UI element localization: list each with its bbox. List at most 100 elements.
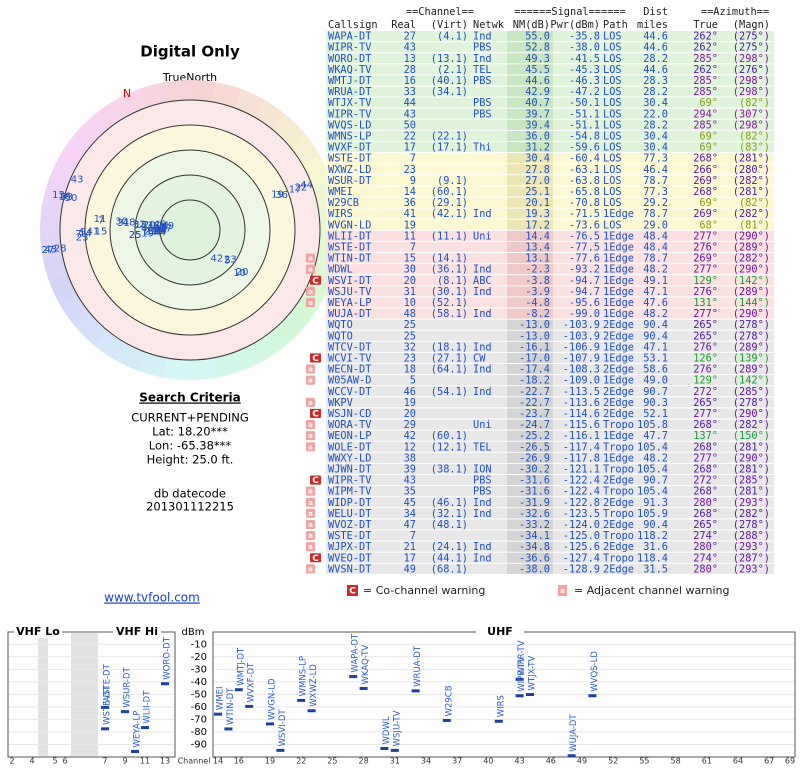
table-cell: -13.0: [519, 330, 550, 342]
table-cell: 20: [404, 408, 416, 420]
table-cell: 276°: [693, 286, 718, 298]
legend-marker: [558, 585, 567, 596]
table-cell: 265°: [693, 519, 718, 531]
x-tick-label: 13: [160, 757, 170, 766]
polar-label: 42: [210, 254, 223, 265]
table-cell: 2Edge: [603, 397, 634, 409]
table-cell: -77.6: [569, 253, 600, 265]
table-cell: (60.1): [431, 186, 468, 198]
table-cell: 269°: [693, 175, 718, 187]
table-cell: 10: [404, 297, 416, 309]
y-tick-label: -40: [191, 677, 207, 688]
x-tick-label: 55: [639, 757, 649, 766]
table-cell: 23: [404, 164, 416, 176]
table-cell: -127.4: [563, 552, 600, 564]
nm-shade: [507, 530, 553, 541]
warning-text: C: [312, 409, 319, 419]
warning-text: a: [308, 377, 313, 385]
table-cell: 126°: [693, 352, 718, 364]
table-cell: WSTE-DT: [328, 153, 371, 165]
table-cell: 2Edge: [603, 541, 634, 553]
table-cell: LOS: [603, 108, 622, 120]
section-label-bg: [113, 627, 161, 638]
polar-label: 19: [271, 190, 284, 201]
table-cell: -122.8: [563, 497, 600, 509]
table-cell: (288°): [733, 530, 770, 542]
nm-shade: [507, 386, 553, 397]
table-cell: 30: [404, 264, 416, 276]
polar-label: 20: [143, 220, 156, 231]
table-cell: WJWN-DT: [328, 463, 371, 475]
table-cell: WORO-DT: [328, 53, 371, 65]
nm-shade: [507, 486, 553, 497]
legend-marker: [347, 585, 358, 596]
table-cell: 90.7: [643, 386, 668, 398]
section-label: UHF: [487, 625, 513, 638]
table-cell: (64.1): [431, 364, 468, 376]
table-cell: -71.5: [569, 208, 600, 220]
signal-mark: [101, 727, 109, 731]
table-cell: 280°: [693, 541, 718, 553]
table-cell: WJPX-DT: [328, 541, 371, 553]
polar-label: 36: [275, 190, 288, 201]
table-cell: WKPV: [328, 397, 353, 409]
warning-text: a: [308, 532, 313, 540]
table-cell: 268°: [693, 463, 718, 475]
table-cell: PBS: [473, 75, 492, 87]
table-cell: W29CB: [328, 197, 359, 209]
warning-text: a: [308, 432, 313, 440]
table-cell: WIPR-TV: [328, 475, 371, 487]
table-cell: 29.2: [643, 197, 668, 209]
table-cell: 28.2: [643, 119, 668, 131]
north-marker: N: [123, 87, 131, 100]
table-cell: Tropo: [603, 530, 634, 542]
warning-marker: [306, 397, 315, 407]
polar-plot: N274313281633444350221772391436411911715…: [40, 80, 340, 380]
table-cell: WORA-TV: [328, 419, 371, 431]
table-cell: Tropo: [603, 552, 634, 564]
table-cell: (8.1): [437, 275, 468, 287]
table-cell: Thi: [473, 142, 492, 154]
table-cell: 44: [404, 97, 416, 109]
site-link[interactable]: www.tvfool.com: [104, 591, 200, 605]
nm-shade: [507, 352, 553, 363]
table-cell: -36.6: [519, 552, 550, 564]
polar-label: 21: [157, 220, 170, 231]
signal-label: WVXF-DT: [247, 662, 257, 703]
warning-text: a: [308, 366, 313, 374]
column-header: (Virt): [431, 19, 468, 31]
table-cell: Ind: [473, 364, 492, 376]
table-cell: (18.1): [431, 341, 468, 353]
table-cell: (298°): [733, 53, 770, 65]
table-cell: W05AW-D: [328, 375, 371, 387]
table-cell: -59.6: [569, 142, 600, 154]
warning-marker: [306, 420, 315, 430]
polar-label: 7: [98, 216, 104, 227]
table-cell: (290°): [733, 264, 770, 276]
table-cell: LOS: [603, 164, 622, 176]
table-cell: 35: [404, 486, 416, 498]
group-header: ==Azimuth==: [701, 6, 769, 18]
table-cell: WCCV-DT: [328, 386, 371, 398]
table-cell: LOS: [603, 53, 622, 65]
table-cell: WEYA-LP: [328, 297, 371, 309]
signal-mark: [307, 709, 316, 713]
table-cell: 19: [404, 219, 416, 231]
warning-marker: [306, 497, 315, 507]
table-cell: (289°): [733, 241, 770, 253]
x-tick-label: 52: [608, 757, 618, 766]
criteria-title: Search Criteria: [139, 391, 240, 405]
group-header: ==Channel==: [406, 6, 474, 18]
table-cell: 274°: [693, 552, 718, 564]
signal-mark: [515, 694, 524, 698]
nm-shade: [507, 563, 553, 574]
table-cell: 285°: [693, 53, 718, 65]
signal-mark: [224, 727, 233, 731]
table-cell: (54.1): [431, 386, 468, 398]
signal-mark: [588, 694, 597, 698]
table-cell: (281°): [733, 186, 770, 198]
table-cell: 46: [404, 386, 416, 398]
warning-text: a: [308, 399, 313, 407]
polar-label: 46: [141, 224, 154, 235]
warning-marker: [306, 253, 315, 263]
